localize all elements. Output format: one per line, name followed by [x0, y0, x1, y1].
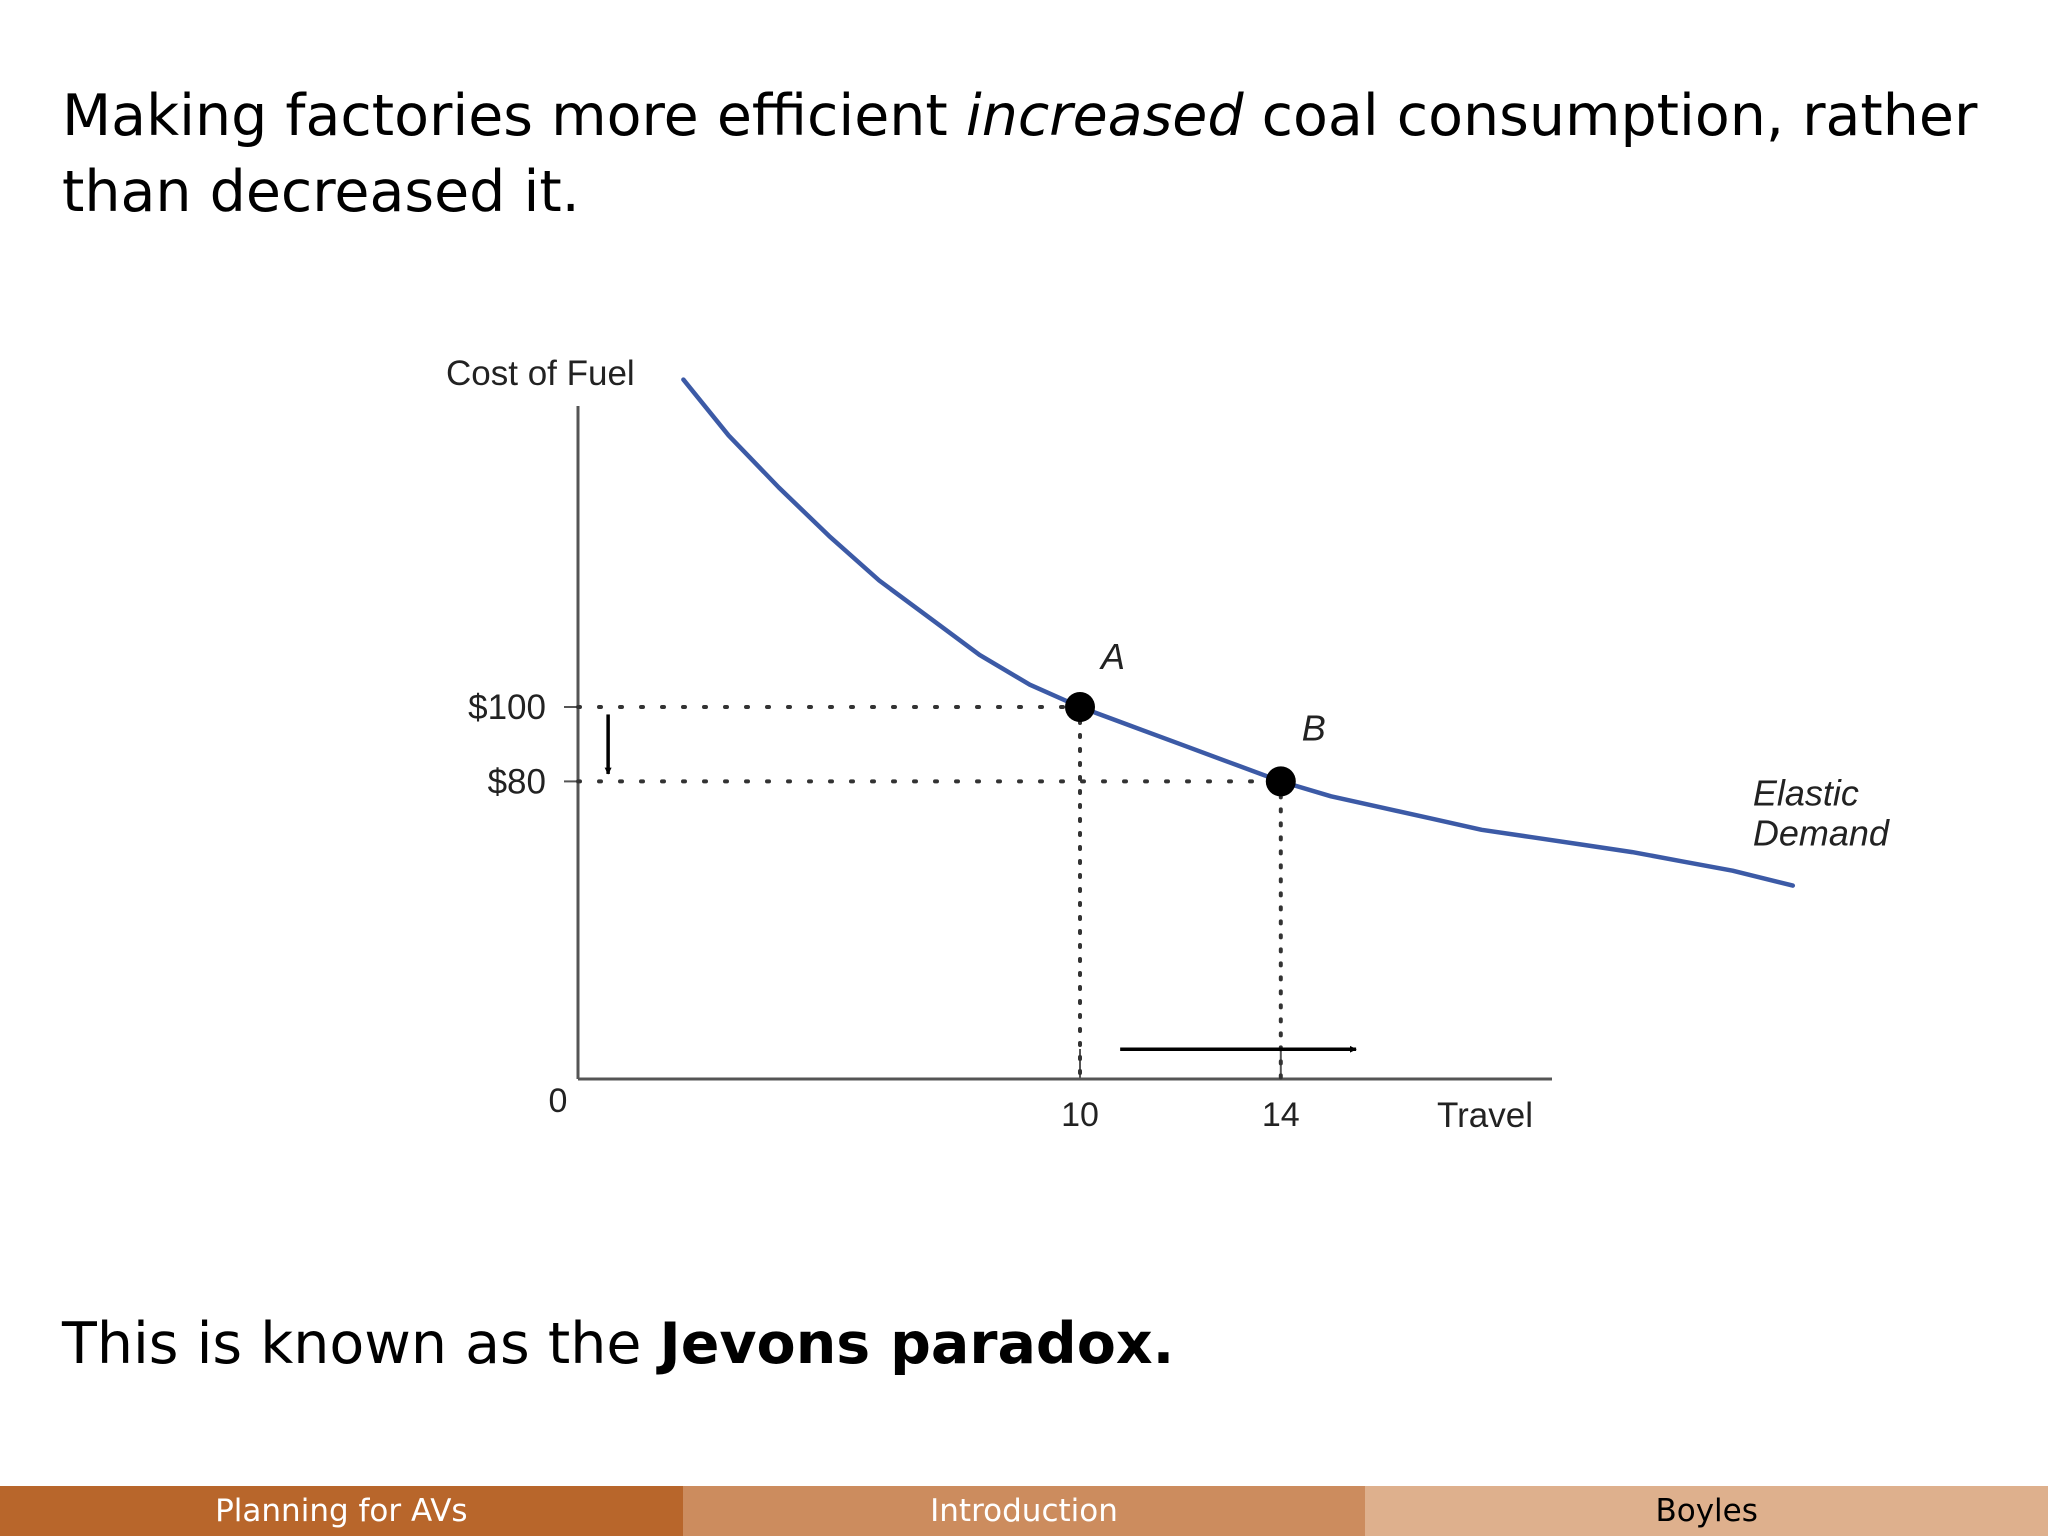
footer-title: Planning for AVs — [0, 1486, 683, 1536]
y-axis-label: Cost of Fuel — [446, 354, 635, 393]
x-tick-label: 10 — [1061, 1096, 1099, 1134]
footer-author: Boyles — [1365, 1486, 2048, 1536]
x-axis-label: Travel — [1437, 1096, 1533, 1135]
data-point-b — [1265, 766, 1296, 797]
data-point-a — [1065, 692, 1095, 722]
point-label-b: B — [1302, 707, 1326, 748]
y-tick-label: $100 — [468, 688, 546, 727]
x-tick-label: 14 — [1262, 1096, 1300, 1134]
origin-label: 0 — [549, 1082, 568, 1120]
intro-paragraph: Making factories more efficient increase… — [62, 78, 1982, 230]
demand-curve — [681, 377, 1796, 888]
footer-bar: Planning for AVs Introduction Boyles — [0, 1486, 2048, 1536]
intro-text-end: coal consumption, rather than decreased … — [62, 83, 1978, 225]
conclusion-text: This is known as the — [62, 1311, 660, 1377]
footer-section: Introduction — [682, 1486, 1366, 1536]
curve-label: Elastic Demand — [1753, 773, 1890, 854]
intro-text-start: Making factories more efficient — [62, 83, 966, 149]
point-label-a: A — [1099, 636, 1125, 677]
jevons-paradox-term: Jevons paradox. — [659, 1311, 1175, 1377]
conclusion-paragraph: This is known as the Jevons paradox. — [62, 1306, 1174, 1382]
intro-emphasis: increased — [965, 83, 1244, 149]
y-tick-label: $80 — [488, 762, 546, 801]
